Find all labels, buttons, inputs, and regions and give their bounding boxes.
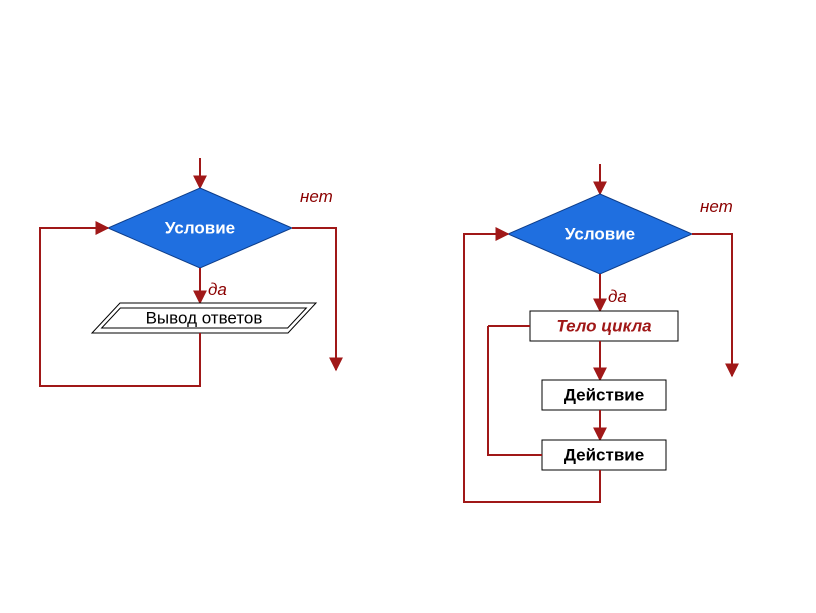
left-output-box-label: Вывод ответов — [146, 309, 263, 328]
right-action-box-1: Действие — [542, 380, 666, 410]
left-condition-diamond-label: Условие — [165, 219, 235, 238]
right-condition-diamond-label: Условие — [565, 225, 635, 244]
flowchart-canvas: Условие да Вывод ответов нет Условие да Тело ц… — [0, 0, 816, 613]
right-no-arrow — [692, 234, 732, 376]
left-no-label: нет — [300, 187, 333, 206]
right-no-label: нет — [700, 197, 733, 216]
left-output-box: Вывод ответов — [92, 303, 316, 333]
right-action-box-2: Действие — [542, 440, 666, 470]
left-no-arrow — [292, 228, 336, 370]
right-yes-label: да — [608, 287, 627, 306]
right-condition-diamond: Условие — [508, 194, 692, 274]
right-inner-side-line — [488, 326, 542, 455]
right-body-box-label: Тело цикла — [556, 317, 651, 336]
left-yes-label: да — [208, 280, 227, 299]
right-action-box-1-label: Действие — [564, 386, 644, 405]
left-condition-diamond: Условие — [108, 188, 292, 268]
right-body-box: Тело цикла — [530, 311, 678, 341]
right-action-box-2-label: Действие — [564, 446, 644, 465]
